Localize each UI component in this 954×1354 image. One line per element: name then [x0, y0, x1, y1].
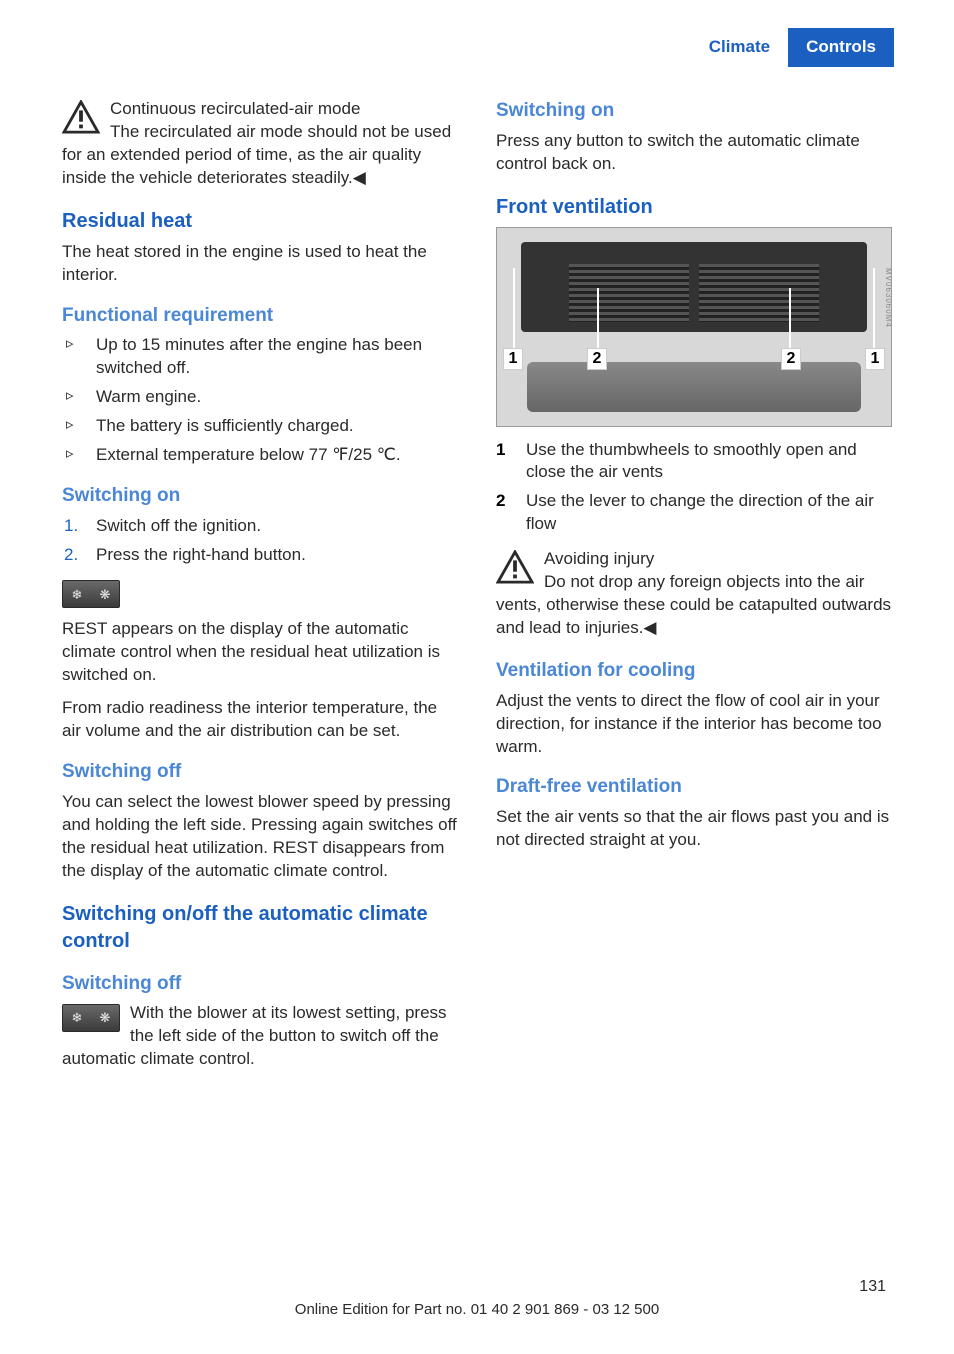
climate-control-panel: [527, 362, 861, 412]
heading-auto-switch-off: Switching off: [62, 971, 458, 997]
page-header: Climate Controls: [691, 28, 894, 67]
front-vent-list: 1 Use the thumbwheels to smoothly open an…: [496, 439, 892, 537]
callout-line: [513, 268, 515, 348]
switch-on-para1: REST appears on the display of the autom…: [62, 618, 458, 687]
functional-requirement-list: Up to 15 minutes after the engine has be…: [62, 334, 458, 467]
heading-residual-heat: Residual heat: [62, 208, 458, 235]
climate-button-icon: ❄ ❋: [62, 1004, 120, 1032]
list-item: 2. Press the right-hand button.: [62, 544, 458, 567]
snowflake-icon: ❄: [72, 1009, 83, 1027]
header-section: Climate: [691, 28, 788, 67]
warning-icon: [62, 100, 100, 134]
warning-icon: [496, 550, 534, 584]
heading-switching-off: Switching off: [62, 759, 458, 785]
list-item: The battery is sufficiently charged.: [62, 415, 458, 438]
step-number: 1.: [64, 515, 78, 538]
auto-switch-off-block: ❄ ❋ With the blower at its lowest settin…: [62, 1002, 458, 1071]
fan-icon: ❋: [100, 586, 111, 604]
warning-recirculated-air: Continuous recirculated-air mode The rec…: [62, 98, 458, 190]
warning-avoiding-injury: Avoiding injury Do not drop any foreign …: [496, 548, 892, 640]
list-item: External temperature below 77 ℉/25 ℃.: [62, 444, 458, 467]
switch-on-para2: From radio readiness the interior temper…: [62, 697, 458, 743]
warning-body: Do not drop any foreign objects into the…: [496, 572, 891, 637]
content-columns: Continuous recirculated-air mode The rec…: [62, 98, 892, 1081]
heading-front-ventilation: Front ventilation: [496, 194, 892, 221]
warning-body: The recirculated air mode should not be …: [62, 122, 451, 187]
page-number: 131: [859, 1276, 886, 1298]
list-item: Warm engine.: [62, 386, 458, 409]
heading-functional-requirement: Functional requirement: [62, 303, 458, 329]
item-number: 1: [496, 439, 512, 485]
callout-line: [789, 288, 791, 348]
list-item: 2 Use the lever to change the direction o…: [496, 490, 892, 536]
figure-code: MV063060M4: [882, 268, 892, 328]
header-chapter: Controls: [788, 28, 894, 67]
heading-draft-free: Draft-free ventilation: [496, 774, 892, 800]
callout-2: 2: [781, 348, 801, 370]
right-column: Switching on Press any button to switch …: [496, 98, 892, 1081]
callout-1: 1: [503, 348, 523, 370]
switching-on-steps: 1. Switch off the ignition. 2. Press the r…: [62, 515, 458, 567]
callout-1: 1: [865, 348, 885, 370]
vent-panel: [521, 242, 867, 332]
heading-switching-on-right: Switching on: [496, 98, 892, 124]
switch-on-right-body: Press any button to switch the automatic…: [496, 130, 892, 176]
switch-off-body: You can select the lowest blower speed b…: [62, 791, 458, 883]
list-item: 1. Switch off the ignition.: [62, 515, 458, 538]
front-ventilation-figure: 1 2 2 1 MV063060M4: [496, 227, 892, 427]
vent-grille-right: [699, 264, 819, 322]
list-item: 1 Use the thumbwheels to smoothly open an…: [496, 439, 892, 485]
residual-heat-body: The heat stored in the engine is used to…: [62, 241, 458, 287]
ventilation-cooling-body: Adjust the vents to direct the flow of c…: [496, 690, 892, 759]
footer-text: Online Edition for Part no. 01 40 2 901 …: [0, 1300, 954, 1320]
step-number: 2.: [64, 544, 78, 567]
step-text: Switch off the ignition.: [96, 516, 261, 535]
warning-title: Continuous recirculated-air mode: [110, 99, 360, 118]
item-text: Use the thumbwheels to smoothly open and…: [526, 439, 892, 485]
step-text: Press the right-hand button.: [96, 545, 306, 564]
snowflake-icon: ❄: [72, 586, 83, 604]
vent-grille-left: [569, 264, 689, 322]
item-number: 2: [496, 490, 512, 536]
draft-free-body: Set the air vents so that the air flows …: [496, 806, 892, 852]
item-text: Use the lever to change the direction of…: [526, 490, 892, 536]
heading-ventilation-cooling: Ventilation for cooling: [496, 658, 892, 684]
heading-auto-onoff: Switching on/off the automatic climate c…: [62, 901, 458, 955]
climate-button-icon: ❄ ❋: [62, 580, 120, 608]
fan-icon: ❋: [100, 1009, 111, 1027]
callout-line: [597, 288, 599, 348]
heading-switching-on: Switching on: [62, 483, 458, 509]
callout-2: 2: [587, 348, 607, 370]
left-column: Continuous recirculated-air mode The rec…: [62, 98, 458, 1081]
callout-line: [873, 268, 875, 348]
list-item: Up to 15 minutes after the engine has be…: [62, 334, 458, 380]
warning-title: Avoiding injury: [544, 549, 654, 568]
